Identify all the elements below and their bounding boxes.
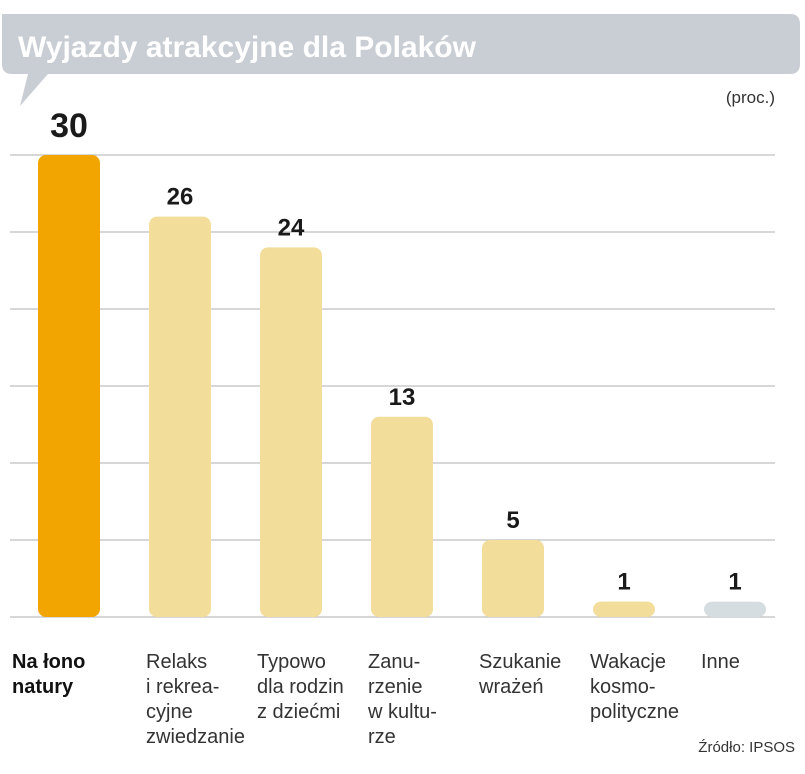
value-labels: 30 26 24 13 5 1 1 [50,107,742,596]
value-label: 1 [728,569,741,596]
category-label-line: Typowo [257,651,326,673]
category-label-line: Na łono [12,651,85,673]
value-label: 13 [389,384,416,411]
category-label-line: w kultu- [367,701,437,723]
category-label-line: Relaks [146,651,207,673]
unit-label: (proc.) [726,88,775,107]
value-label: 1 [617,569,630,596]
value-label: 26 [167,184,194,211]
category-label-line: Zanu- [368,651,420,673]
category-label: Zanu-rzenie w kultu-rze [367,651,437,748]
chart-title: Wyjazdy atrakcyjne dla Polaków [18,31,477,64]
category-label: Inne [701,651,740,673]
category-label-line: natury [12,676,74,698]
bars [38,155,766,617]
category-label-line: Wakacje [590,651,666,673]
category-label: Relaks i rekrea-cyjne zwiedzanie [146,651,245,748]
category-label-line: dla rodzin [257,676,344,698]
bar [593,601,655,617]
category-label: Typowo dla rodzin z dziećmi [257,651,344,723]
category-label-line: z dziećmi [257,701,340,723]
bar [149,216,211,617]
value-label: 30 [50,107,88,145]
bar [260,247,322,617]
category-label-line: rze [368,726,396,748]
category-label: Wakacje kosmo-polityczne [590,651,679,723]
category-label-line: rzenie [368,676,422,698]
value-label: 5 [506,507,519,534]
category-label-line: kosmo- [590,676,656,698]
category-label-line: i rekrea- [146,676,219,698]
title-banner [2,14,800,106]
category-label-line: Inne [701,651,740,673]
bar [704,601,766,617]
category-label: Szukanie wrażeń [478,651,561,698]
bar [38,155,100,617]
category-label-line: zwiedzanie [146,726,245,748]
category-label-line: wrażeń [478,676,543,698]
bar [482,540,544,617]
category-label: Na łono natury [12,651,85,698]
category-labels: Na łono natury Relaks i rekrea-cyjne zwiedza… [12,651,740,748]
source-label: Źródło: IPSOS [698,739,795,756]
bar [371,416,433,617]
value-label: 24 [278,214,305,241]
category-label-line: cyjne [146,701,193,723]
category-label-line: Szukanie [479,651,561,673]
category-label-line: polityczne [590,701,679,723]
